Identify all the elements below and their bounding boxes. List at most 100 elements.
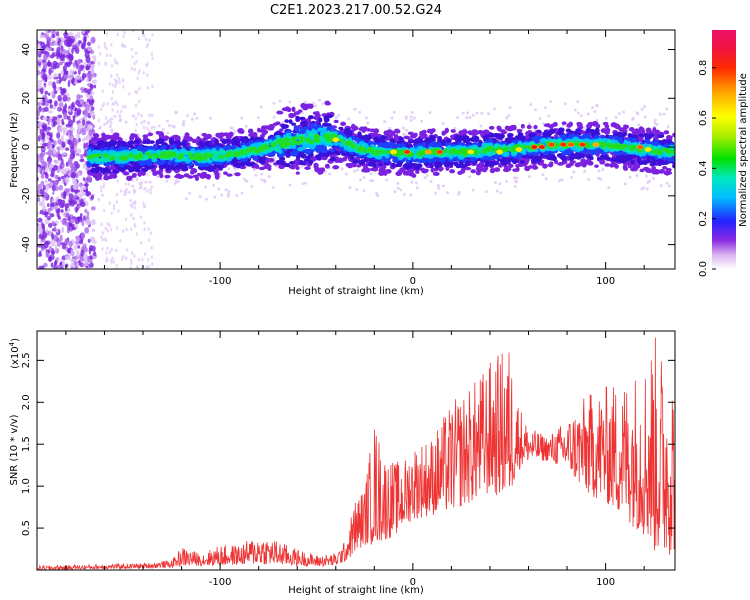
noise-speck [81,65,85,69]
spectral-cell [304,166,311,170]
spectral-cell [620,129,628,133]
noise-speck [70,103,74,110]
noise-speck [76,262,80,268]
spectral-cell [317,170,323,175]
noise-speck [75,46,80,55]
noise-speck [75,240,80,245]
noise-speck [120,257,124,262]
noise-speck [64,62,70,67]
noise-speck [93,251,96,257]
noise-speck [37,212,40,216]
noise-speck [133,205,137,210]
spectral-cell [655,129,661,135]
noise-speck [131,184,135,188]
noise-speck [40,174,45,179]
spectral-cell [580,158,587,163]
spectral-cell [295,156,301,161]
spectral-cell [217,132,224,138]
spectral-cell [176,141,182,147]
noise-speck [133,61,136,66]
noise-speck [77,40,82,45]
noise-speck [123,193,127,197]
noise-speck [59,202,65,209]
noise-speck [131,54,134,59]
spectral-cell [503,157,509,163]
noise-speck [84,208,88,214]
noise-speck [37,109,41,117]
noise-speck [47,149,54,157]
spectral-cell [488,161,495,167]
noise-speck [272,156,276,160]
noise-speck [100,189,103,193]
noise-speck [57,153,63,161]
noise-speck [77,63,81,72]
noise-speck [135,177,139,182]
noise-speck [86,88,92,95]
noise-speck [112,203,116,208]
noise-speck [142,70,145,75]
spectral-cell [259,134,265,138]
noise-speck [504,179,508,183]
noise-speck [150,246,153,250]
noise-speck [204,197,208,201]
noise-speck [51,184,56,192]
spectral-cell [412,139,419,143]
noise-speck [54,62,60,69]
noise-speck [410,111,414,115]
spectral-cell [566,123,572,128]
noise-speck [37,217,43,223]
spectral-cell [390,162,397,168]
noise-speck [72,183,78,190]
noise-speck [414,181,418,185]
noise-speck [288,183,292,187]
spectral-cell [504,137,512,142]
noise-speck [628,175,632,179]
noise-speck [110,211,113,216]
noise-speck [198,195,202,199]
noise-speck [78,137,81,143]
spectral-cell [647,168,653,173]
spectral-cell [307,103,314,109]
noise-speck [102,184,105,189]
noise-speck [92,124,96,129]
noise-speck [76,110,81,116]
spectral-cell [501,130,508,135]
noise-speck [147,121,150,126]
noise-speck [130,204,134,209]
noise-speck [75,99,81,106]
noise-speck [127,182,131,187]
noise-speck [57,106,61,112]
noise-speck [175,179,179,183]
noise-speck [45,228,49,234]
spectral-cell [363,157,369,163]
spectral-cell [201,171,207,176]
spectral-cell [395,171,403,177]
spectral-cell [324,163,330,169]
noise-speck [40,234,45,240]
noise-speck [125,187,128,192]
noise-speck [165,179,169,183]
noise-speck [76,148,82,154]
noise-speck [253,168,257,172]
spectral-cell [131,172,137,178]
noise-speck [37,189,40,196]
noise-speck [366,121,370,125]
noise-speck [113,84,117,89]
noise-speck [369,172,373,176]
noise-speck [88,247,92,255]
spectral-cell [653,169,661,175]
spectral-cell [548,162,553,168]
noise-speck [87,238,91,243]
noise-speck [97,118,101,123]
spectral-cell [515,163,521,168]
noise-speck [645,187,649,191]
noise-speck [149,188,152,192]
spectral-cell [182,139,187,145]
spectral-cell [399,143,406,147]
spectral-cell [575,128,582,133]
spectral-cell [155,170,161,175]
noise-speck [635,174,639,178]
noise-speck [76,133,80,139]
noise-speck [651,176,655,180]
spectral-cell [525,131,530,136]
